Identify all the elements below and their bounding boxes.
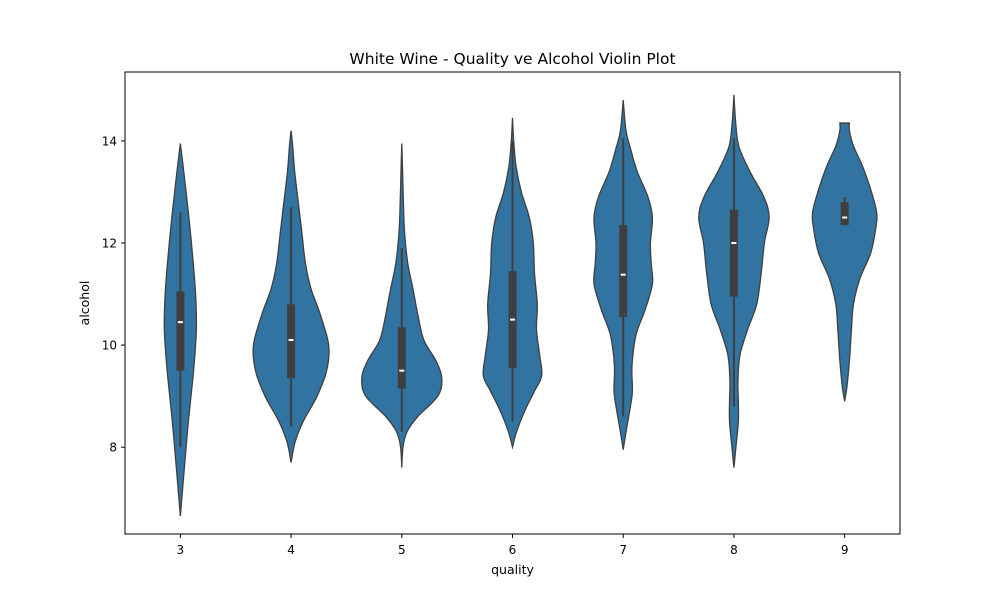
x-axis: 3 4 5 6 7 8 9 [177, 534, 849, 557]
violin-9 [811, 122, 878, 402]
plot-area [163, 94, 878, 517]
violin-3 [163, 143, 198, 517]
y-axis-label: alcohol [77, 281, 92, 326]
violin-4 [252, 130, 330, 463]
x-tick-label: 4 [287, 543, 295, 557]
x-tick-label: 5 [398, 543, 406, 557]
x-tick-label: 3 [177, 543, 185, 557]
violin-iqr-box [176, 291, 185, 371]
violin-body [811, 122, 878, 402]
y-tick-label: 12 [102, 237, 117, 251]
x-tick-label: 9 [841, 543, 849, 557]
x-tick-label: 6 [509, 543, 517, 557]
violin-5 [361, 143, 443, 468]
x-tick-label: 7 [619, 543, 627, 557]
violin-8 [698, 94, 770, 468]
violin-iqr-box [729, 209, 738, 297]
y-tick-label: 8 [109, 441, 117, 455]
y-axis: 8 10 12 14 [102, 134, 125, 455]
violin-7 [593, 100, 654, 450]
chart-title: White Wine - Quality ve Alcohol Violin P… [349, 50, 675, 68]
violin-iqr-box [840, 202, 849, 226]
x-axis-label: quality [491, 562, 534, 577]
violin-iqr-box [619, 225, 628, 318]
violin-iqr-box [397, 327, 406, 389]
y-tick-label: 10 [102, 339, 117, 353]
violin-iqr-box [287, 304, 296, 379]
x-tick-label: 8 [730, 543, 738, 557]
violin-6 [482, 117, 543, 450]
y-tick-label: 14 [102, 134, 117, 148]
